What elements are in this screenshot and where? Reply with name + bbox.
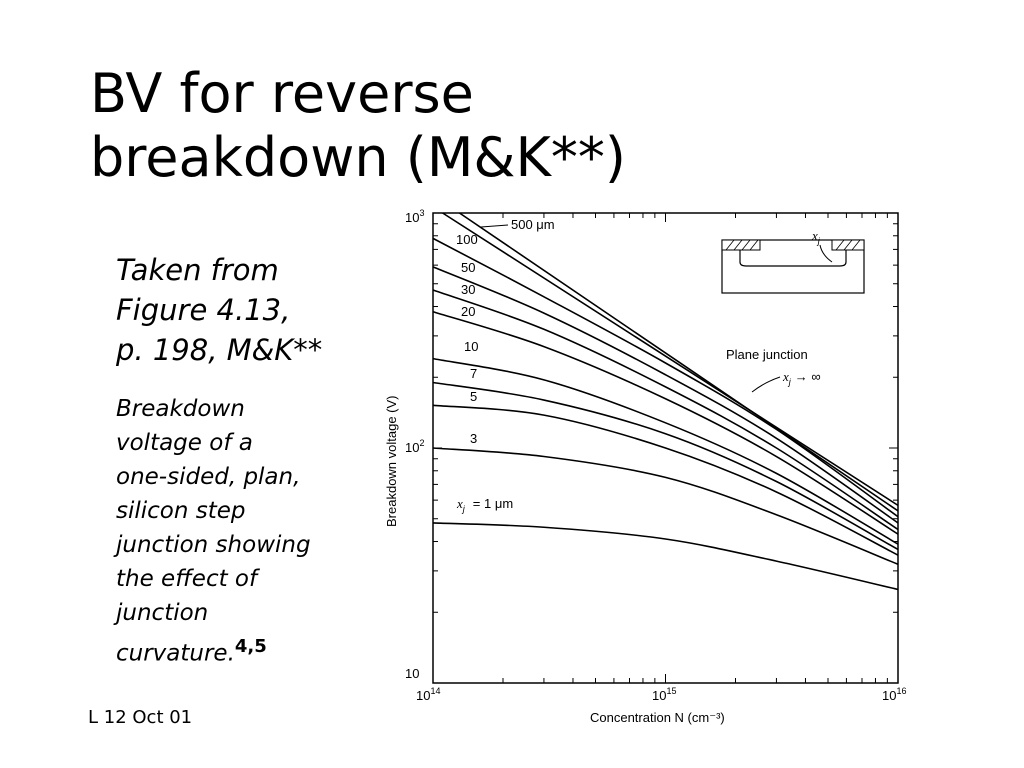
curve-10 bbox=[432, 357, 899, 545]
curve-100 bbox=[432, 237, 899, 518]
description-line: junction bbox=[116, 600, 209, 626]
inset-oxide-hatch bbox=[725, 239, 861, 251]
curve-plane-junction bbox=[442, 212, 899, 507]
description-last-line: curvature.4,5 bbox=[116, 630, 356, 671]
caption-line-3: p. 198, M&K** bbox=[116, 333, 323, 367]
reference-superscript: 4,5 bbox=[234, 636, 267, 657]
figure-description: Breakdown voltage of a one-sided, plan, … bbox=[116, 392, 356, 671]
curve-xj-1-m bbox=[432, 522, 899, 591]
y-tick-label-1e3: 103 bbox=[405, 208, 424, 225]
caption-line-2: Figure 4.13, bbox=[116, 293, 291, 327]
curve-label-20: 20 bbox=[461, 304, 475, 319]
description-line: curvature. bbox=[116, 640, 235, 667]
curve-3 bbox=[432, 447, 899, 566]
description-line: one-sided, plan, bbox=[116, 464, 301, 490]
curve-group bbox=[432, 212, 899, 591]
curve-label-30: 30 bbox=[461, 282, 475, 297]
slide-footer: L 12 Oct 01 bbox=[88, 707, 193, 728]
curve-label-100: 100 bbox=[456, 232, 478, 247]
curve-label-3: 3 bbox=[470, 431, 477, 446]
inset-frame bbox=[721, 239, 865, 294]
curve-30 bbox=[432, 289, 899, 531]
description-line: Breakdown bbox=[116, 396, 245, 422]
xj-infinity-label: xj → ∞ bbox=[782, 369, 821, 387]
curve-label-50: 50 bbox=[461, 260, 475, 275]
y-axis-label: Breakdown voltage (V) bbox=[384, 395, 399, 527]
description-line: voltage of a bbox=[116, 430, 253, 456]
figure-source-caption: Taken from Figure 4.13, p. 198, M&K** bbox=[116, 250, 366, 370]
x-tick-label-1e14: 1014 bbox=[416, 686, 440, 703]
curve-label-xj-1um: xj = 1 μm bbox=[456, 496, 513, 514]
curve-label-500um: 500 μm bbox=[511, 217, 555, 232]
title-line-1: BV for reverse bbox=[90, 62, 474, 125]
description-line: the effect of bbox=[116, 566, 258, 592]
plane-junction-label: Plane junction bbox=[726, 347, 808, 362]
inset-xj-label: xj bbox=[811, 228, 821, 246]
curve-20 bbox=[432, 310, 899, 535]
caption-line-1: Taken from bbox=[116, 253, 279, 287]
curve-7 bbox=[432, 381, 899, 551]
curve-label-10: 10 bbox=[464, 339, 478, 354]
curve-50 bbox=[432, 266, 899, 524]
slide-title: BV for reverse breakdown (M&K**) bbox=[90, 62, 710, 190]
minor-tick-group bbox=[432, 212, 899, 684]
x-tick-label-1e15: 1015 bbox=[652, 686, 676, 703]
curve-label-5: 5 bbox=[470, 389, 477, 404]
title-line-2: breakdown (M&K**) bbox=[90, 126, 626, 189]
description-line: junction showing bbox=[116, 532, 311, 558]
x-axis-label: Concentration N (cm⁻³) bbox=[590, 710, 725, 725]
inset-xj-arrow bbox=[819, 244, 833, 263]
junction-inset-diagram: xj bbox=[721, 228, 865, 294]
x-tick-label-1e16: 1016 bbox=[882, 686, 906, 703]
plane-junction-arrow bbox=[751, 376, 781, 393]
inset-junction-profile bbox=[739, 250, 847, 267]
curve-label-7: 7 bbox=[470, 366, 477, 381]
curve-5 bbox=[432, 404, 899, 556]
curve-500-m bbox=[459, 212, 899, 512]
description-line: silicon step bbox=[116, 498, 246, 524]
inset-oxide-left bbox=[721, 239, 761, 251]
y-tick-label-1e2: 102 bbox=[405, 438, 424, 455]
y-tick-label-10: 10 bbox=[405, 666, 419, 681]
curve-label-500um-leader bbox=[480, 224, 509, 228]
